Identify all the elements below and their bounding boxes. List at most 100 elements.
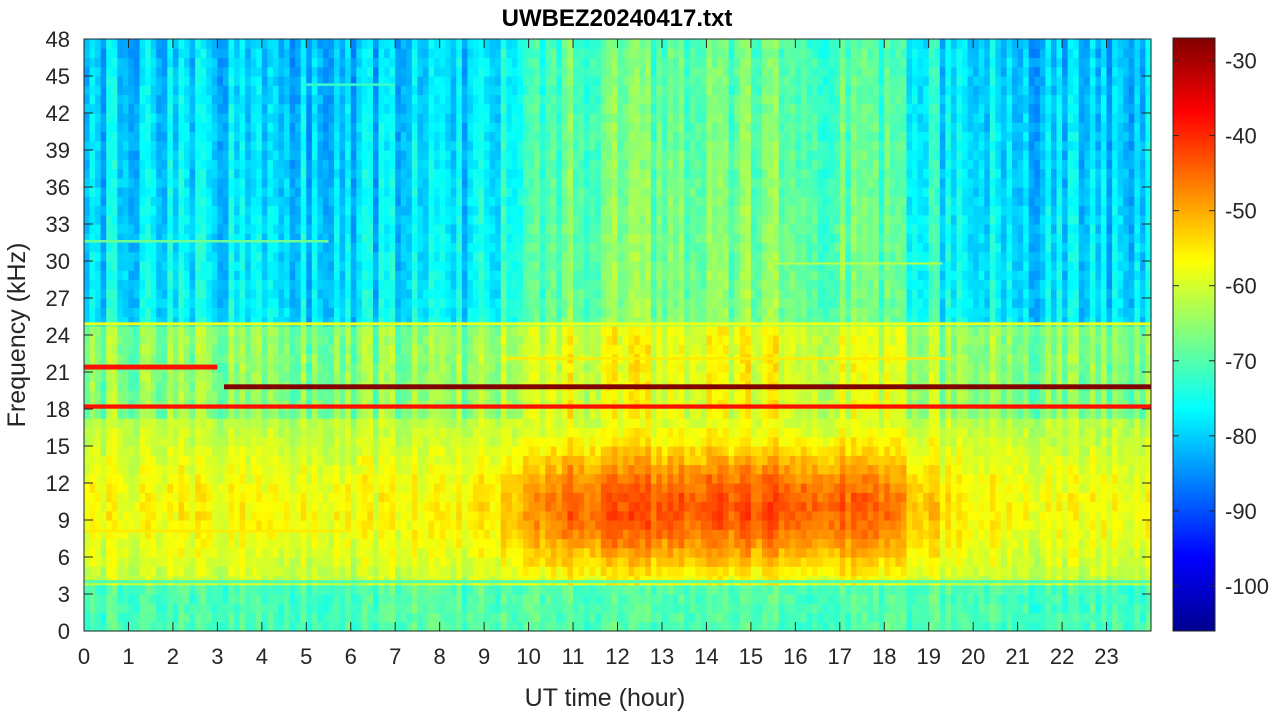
spectrogram-cell: [245, 455, 252, 466]
spectrogram-cell: [256, 316, 263, 327]
spectrogram-cell: [489, 298, 496, 308]
spectrogram-cell: [456, 168, 463, 179]
spectrogram-cell: [411, 547, 419, 558]
spectrogram-cell: [256, 409, 263, 419]
spectrogram-cell: [461, 538, 469, 549]
spectrogram-cell: [328, 196, 335, 207]
spectrogram-cell: [178, 547, 185, 558]
spectrogram-cell: [439, 473, 446, 484]
spectrogram-cell: [422, 390, 430, 401]
spectrogram-cell: [434, 48, 441, 59]
spectrogram-cell: [484, 362, 491, 373]
spectrogram-cell: [422, 85, 430, 96]
spectrogram-cell: [378, 187, 385, 197]
spectrogram-cell: [89, 270, 96, 281]
spectrogram-cell: [300, 538, 307, 549]
spectrogram-cell: [356, 372, 363, 382]
spectrogram-cell: [128, 538, 135, 549]
spectrogram-cell: [372, 344, 380, 355]
spectrogram-cell: [261, 76, 268, 86]
spectrogram-cell: [372, 566, 380, 577]
spectrogram-cell: [300, 584, 307, 595]
spectrogram-cell: [295, 520, 302, 530]
spectrogram-cell: [345, 538, 352, 549]
spectrogram-cell: [211, 233, 218, 244]
spectrogram-cell: [172, 159, 180, 170]
spectrogram-cell: [395, 94, 402, 105]
spectrogram-cell: [495, 251, 502, 262]
spectrogram-cell: [434, 261, 441, 271]
spectrogram-cell: [111, 381, 118, 392]
spectrogram-cell: [178, 390, 185, 401]
spectrogram-cell: [122, 529, 130, 540]
spectrogram-cell: [311, 224, 319, 234]
spectrogram-cell: [306, 270, 313, 281]
spectrogram-cell: [434, 214, 441, 225]
spectrogram-cell: [89, 584, 96, 595]
spectrogram-cell: [234, 131, 241, 142]
spectrogram-cell: [100, 57, 107, 68]
spectrogram-cell: [500, 390, 507, 401]
spectrogram-cell: [84, 557, 91, 567]
spectrogram-cell: [200, 279, 207, 290]
spectrogram-cell: [367, 205, 374, 216]
spectrogram-cell: [506, 261, 513, 271]
spectrogram-cell: [417, 233, 424, 244]
spectrogram-cell: [411, 492, 419, 503]
spectrogram-cell: [150, 344, 157, 355]
spectrogram-cell: [139, 307, 146, 318]
spectrogram-cell: [389, 251, 396, 262]
spectrogram-cell: [139, 455, 146, 466]
spectrogram-cell: [389, 603, 396, 614]
spectrogram-cell: [278, 547, 285, 558]
spectrogram-cell: [100, 418, 107, 429]
spectrogram-cell: [372, 168, 380, 179]
spectrogram-cell: [128, 335, 135, 345]
spectrogram-cell: [184, 529, 191, 540]
spectrogram-cell: [234, 307, 241, 318]
spectrogram-cell: [106, 483, 113, 493]
spectrogram-cell: [89, 66, 96, 77]
spectrogram-cell: [250, 427, 257, 438]
spectrogram-cell: [334, 48, 341, 59]
spectrogram-cell: [106, 94, 113, 105]
spectrogram-cell: [361, 418, 369, 429]
spectrogram-cell: [134, 316, 141, 327]
spectrogram-cell: [450, 464, 457, 475]
spectrogram-cell: [95, 335, 102, 345]
spectrogram-cell: [350, 390, 357, 401]
spectrogram-cell: [89, 529, 96, 540]
spectrogram-cell: [300, 242, 307, 253]
spectrogram-cell: [317, 48, 324, 59]
spectrogram-cell: [150, 113, 157, 123]
spectrogram-cell: [473, 76, 480, 86]
spectrogram-cell: [350, 131, 357, 142]
spectrogram-cell: [234, 94, 241, 105]
spectrogram-cell: [178, 325, 185, 336]
spectrogram-cell: [478, 510, 485, 521]
spectrogram-cell: [84, 122, 91, 133]
spectrogram-cell: [250, 538, 257, 549]
spectrogram-cell: [378, 538, 385, 549]
spectrogram-cell: [206, 621, 213, 632]
spectrogram-cell: [278, 335, 285, 345]
spectrogram-cell: [450, 187, 457, 197]
spectrogram-cell: [184, 418, 191, 429]
spectrogram-cell: [100, 381, 107, 392]
spectrogram-cell: [311, 150, 319, 160]
spectrogram-cell: [495, 584, 502, 595]
spectrogram-cell: [334, 520, 341, 530]
spectrogram-cell: [128, 279, 135, 290]
spectrogram-cell: [178, 150, 185, 160]
spectrogram-cell: [167, 131, 174, 142]
spectrogram-cell: [400, 242, 407, 253]
spectrogram-cell: [434, 353, 441, 364]
spectrogram-cell: [261, 390, 268, 401]
spectrogram-cell: [167, 94, 174, 105]
spectrogram-cell: [356, 261, 363, 271]
spectrogram-cell: [150, 94, 157, 105]
spectrogram-cell: [111, 39, 118, 49]
spectrogram-cell: [389, 621, 396, 632]
spectrogram-cell: [250, 140, 257, 151]
spectrogram-cell: [350, 39, 357, 49]
